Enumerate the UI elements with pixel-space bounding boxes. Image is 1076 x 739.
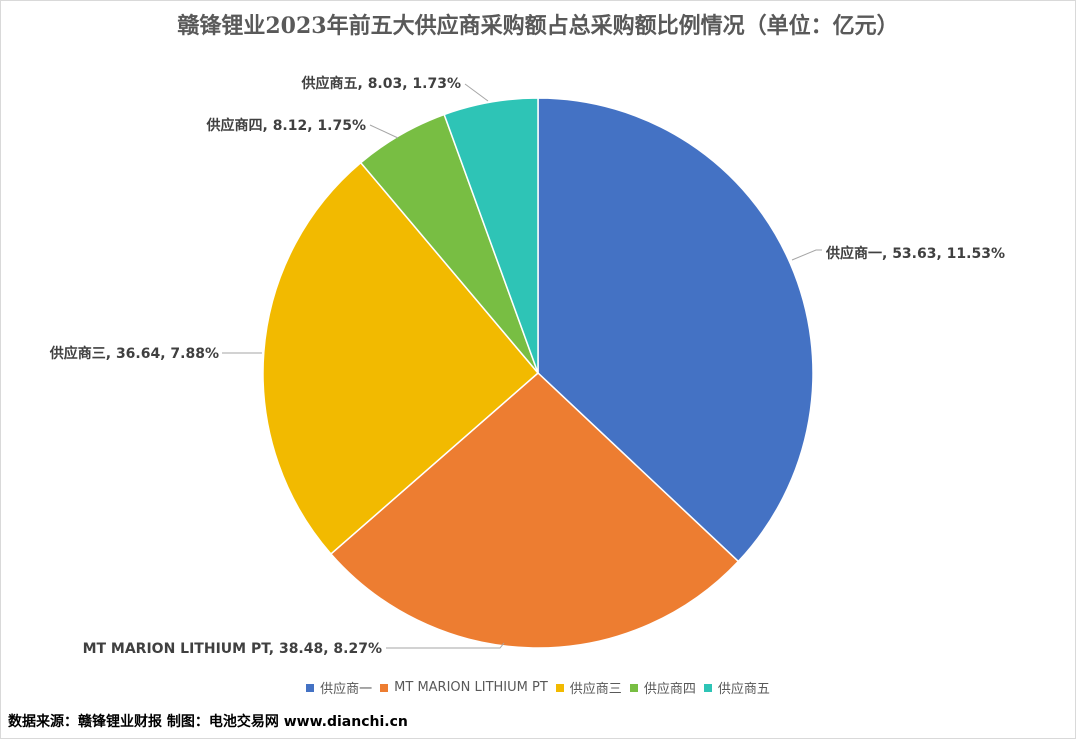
leader-line-5 (464, 83, 489, 102)
legend-label-3: 供应商三 (569, 682, 622, 697)
chart-title: 赣锋锂业2023年前五大供应商采购额占总采购额比例情况（单位：亿元） (177, 13, 899, 39)
legend-item-2: MT MARION LITHIUM PT (380, 680, 548, 695)
leader-lines (222, 83, 822, 649)
legend-swatch-2 (380, 683, 389, 692)
legend-item-1: 供应商一 (306, 678, 372, 697)
leader-line-1 (791, 249, 822, 261)
data-labels: 供应商一, 53.63, 11.53% MT MARION LITHIUM PT,… (49, 75, 1005, 657)
legend-label-2: MT MARION LITHIUM PT (394, 680, 548, 695)
legend-label-4: 供应商四 (643, 682, 696, 697)
data-label-1: 供应商一, 53.63, 11.53% (825, 245, 1005, 262)
data-label-4: 供应商四, 8.12, 1.75% (206, 117, 367, 134)
pie-slice-2 (329, 371, 740, 649)
legend-item-5: 供应商五 (703, 678, 770, 697)
source-note: 数据来源：赣锋锂业财报 制图：电池交易网 www.dianchi.cn (8, 714, 408, 730)
legend-label-5: 供应商五 (717, 682, 770, 697)
legend: 供应商一 MT MARION LITHIUM PT 供应商三 供应商四 供应商五 (0, 678, 1076, 697)
legend-swatch-4 (629, 683, 638, 692)
legend-label-1: 供应商一 (320, 682, 373, 697)
legend-swatch-3 (555, 683, 564, 692)
legend-swatch-1 (306, 683, 315, 692)
leader-line-4 (369, 124, 399, 139)
leader-line-2 (386, 642, 505, 649)
pie-slice-3 (262, 161, 540, 556)
pie-slice-5 (443, 97, 539, 374)
legend-item-3: 供应商三 (555, 678, 622, 697)
legend-item-4: 供应商四 (629, 678, 696, 697)
pie-slices (262, 97, 814, 649)
data-label-2: MT MARION LITHIUM PT, 38.48, 8.27% (83, 641, 382, 657)
data-label-5: 供应商五, 8.03, 1.73% (301, 75, 462, 92)
data-label-3: 供应商三, 36.64, 7.88% (49, 345, 219, 362)
legend-swatch-5 (703, 683, 712, 692)
pie-slice-1 (537, 97, 814, 563)
